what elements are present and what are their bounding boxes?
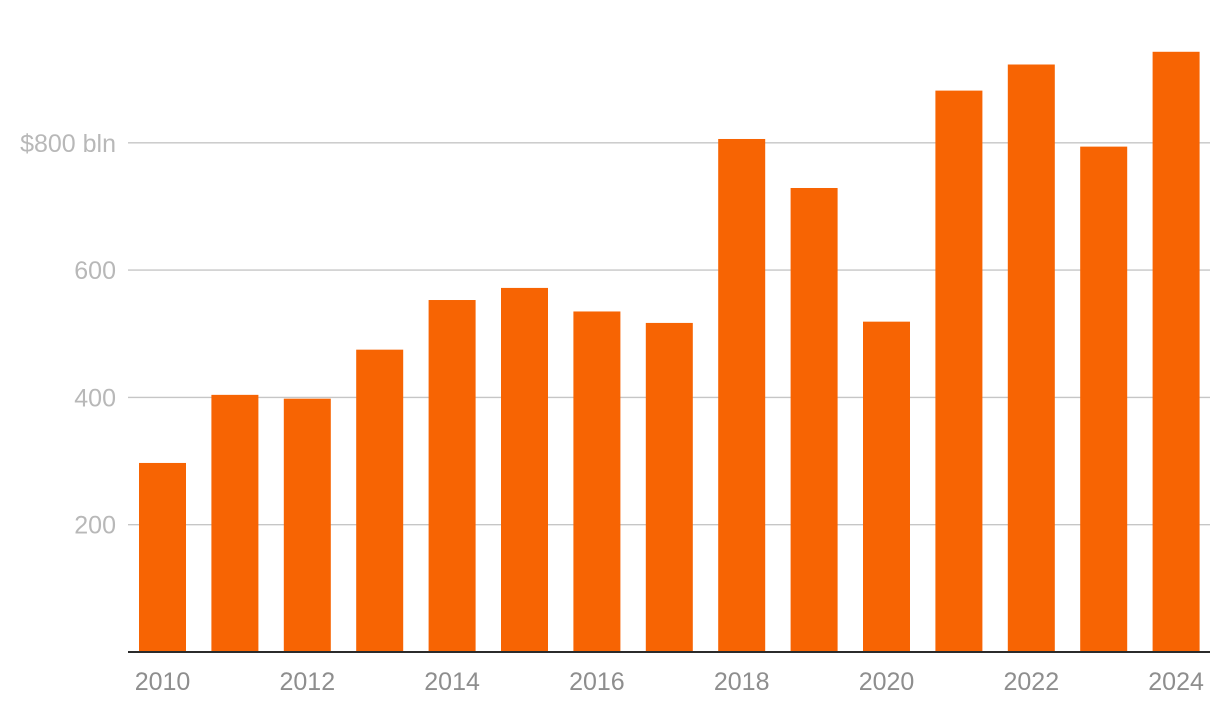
bar-2022 — [1007, 64, 1055, 652]
bar-2015 — [501, 287, 548, 652]
x-tick-label: 2024 — [1148, 668, 1204, 696]
bar-2023 — [1080, 146, 1128, 652]
bar-2020 — [863, 321, 910, 652]
x-tick-label: 2020 — [859, 668, 915, 696]
y-tick-labels: 200 400 600 $800 bln — [20, 130, 116, 540]
y-tick-label: 200 — [74, 512, 116, 540]
bar-2013 — [356, 349, 404, 652]
x-tick-label: 2022 — [1003, 668, 1059, 696]
y-tick-label: $800 bln — [20, 130, 116, 158]
bar-2010 — [139, 462, 186, 652]
bar-2021 — [935, 90, 983, 653]
bar-2011 — [211, 394, 259, 652]
bars — [139, 51, 1200, 653]
y-tick-label: 600 — [74, 257, 116, 285]
x-tick-label: 2018 — [714, 668, 770, 696]
bar-2012 — [283, 398, 331, 652]
bar-2019 — [790, 187, 838, 652]
y-tick-label: 400 — [74, 384, 116, 412]
x-tick-label: 2010 — [135, 668, 191, 696]
x-tick-label: 2012 — [279, 668, 335, 696]
bar-2017 — [645, 322, 693, 652]
bar-2024 — [1152, 51, 1200, 652]
x-tick-label: 2016 — [569, 668, 625, 696]
bar-2016 — [573, 311, 621, 652]
x-tick-label: 2014 — [424, 668, 480, 696]
x-tick-labels: 2010 2012 2014 2016 2018 2020 2022 2024 — [135, 668, 1204, 696]
bar-2018 — [718, 138, 766, 652]
bar-2014 — [428, 300, 476, 652]
